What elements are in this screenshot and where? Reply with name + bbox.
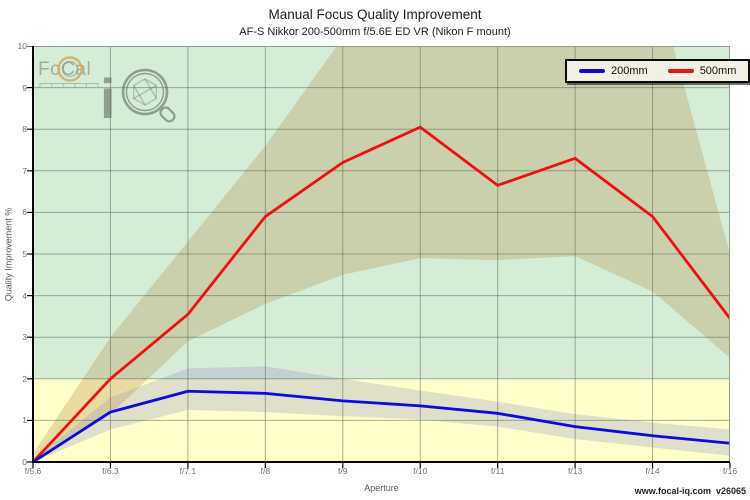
y-tick-label: 10	[17, 41, 27, 51]
y-tick-label: 7	[22, 165, 27, 176]
x-tick-label: f/11	[490, 466, 505, 476]
y-tick-label: 3	[22, 332, 27, 343]
plot-layers	[33, 46, 730, 462]
x-tick-label: f/7.1	[179, 466, 197, 476]
confidence-band-200mm	[33, 366, 730, 462]
x-tick-label: f/8	[260, 466, 271, 476]
legend-label-200mm: 200mm	[611, 65, 648, 77]
y-tick-label: 2	[22, 373, 27, 384]
chart-plot	[27, 46, 731, 468]
y-tick-label: 8	[22, 124, 27, 135]
x-tick-label: f/5.6	[24, 466, 42, 476]
x-tick-label: f/16	[722, 466, 738, 476]
x-tick-label: f/9	[338, 466, 348, 476]
y-tick-label: 6	[22, 207, 27, 218]
y-tick-label: 4	[22, 290, 27, 301]
y-tick-label: 1	[22, 415, 27, 426]
legend-item-500mm: 500mm	[667, 65, 737, 77]
x-tick-label: f/14	[645, 466, 660, 476]
chart-subtitle: AF-S Nikkor 200-500mm f/5.6E ED VR (Niko…	[239, 26, 511, 38]
legend-label-500mm: 500mm	[699, 65, 737, 77]
x-axis-title: Aperture	[364, 483, 399, 493]
y-tick-label: 5	[22, 249, 27, 259]
legend-swatch-200mm	[579, 69, 605, 73]
y-tick-label: 9	[22, 82, 27, 93]
legend-swatch-500mm	[667, 69, 694, 73]
y-axis-title: Quality Improvement %	[3, 207, 14, 302]
x-tick-label: f/10	[413, 466, 428, 476]
y-tick-label: 0	[22, 457, 27, 467]
x-tick-label: f/13	[568, 466, 583, 476]
x-tick-label: f/6.3	[102, 466, 119, 476]
chart-title: Manual Focus Quality Improvement	[268, 7, 482, 22]
series-line-500mm	[33, 125, 730, 462]
legend-item-200mm: 200mm	[579, 65, 648, 77]
series-line-200mm	[33, 389, 730, 462]
legend: 200mm 500mm	[565, 59, 750, 83]
footer-site-version: www.focal-iq.com v26065	[634, 486, 746, 496]
